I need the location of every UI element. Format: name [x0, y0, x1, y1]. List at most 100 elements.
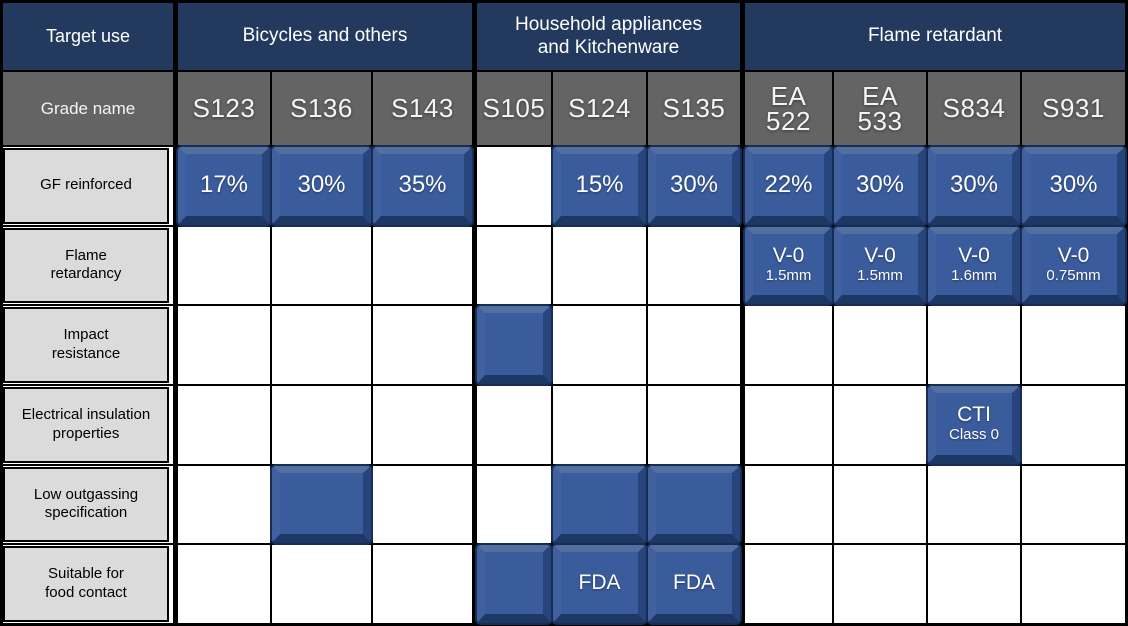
badge-text: V-0 [864, 243, 896, 267]
cell-fc-s135: FDA [648, 545, 740, 623]
value-badge: 15% [553, 147, 646, 225]
cell-ei-s834: CTI Class 0 [928, 385, 1020, 464]
cell-lo-s124 [553, 465, 646, 544]
badge-text: 30% [297, 171, 346, 199]
value-badge: 30% [928, 147, 1020, 225]
cell-fc-ea533-empty [834, 545, 926, 623]
badge-text: 15% [575, 171, 624, 199]
row-label-text: Flame retardancy [3, 227, 169, 304]
badge-subtext: 1.5mm [857, 266, 903, 284]
cell-gf-s931: 30% [1022, 147, 1125, 225]
cell-fr-s135-empty [648, 226, 740, 305]
cell-lo-s834-empty [928, 465, 1020, 544]
cell-ir-s931-empty [1022, 306, 1125, 384]
cell-fc-s124: FDA [553, 545, 646, 623]
grade-col-s135: S135 [648, 72, 740, 145]
cell-gf-s123: 17% [175, 147, 270, 225]
cell-ir-s135-empty [648, 306, 740, 384]
group-header-bicycles: Bicycles and others [175, 3, 472, 70]
cell-fc-s931-empty [1022, 545, 1125, 623]
value-badge [553, 465, 646, 544]
value-badge: 35% [373, 147, 472, 225]
cell-ei-s931-empty [1022, 385, 1125, 464]
value-badge: FDA [553, 545, 646, 623]
grade-col-s834: S834 [928, 72, 1020, 145]
group-header-household: Household appliances and Kitchenware [474, 3, 740, 70]
cell-fc-s136-empty [272, 545, 371, 623]
cell-ir-s123-empty [175, 306, 270, 384]
cell-fr-s123-empty [175, 226, 270, 305]
value-badge: FDA [648, 545, 740, 623]
cell-gf-s136: 30% [272, 147, 371, 225]
grade-col-ea533: EA 533 [834, 72, 926, 145]
cell-ei-s105-empty [474, 385, 551, 464]
badge-text: FDA [578, 571, 621, 595]
cell-ir-s143-empty [373, 306, 472, 384]
badge-text: 35% [398, 171, 447, 199]
cell-fr-s143-empty [373, 226, 472, 305]
row-label-text: GF reinforced [3, 148, 169, 224]
value-badge: 30% [834, 147, 926, 225]
value-badge: 22% [745, 147, 832, 225]
cell-fr-s105-empty [474, 226, 551, 305]
value-badge: V-0 1.5mm [745, 226, 832, 305]
badge-text: 30% [669, 171, 719, 199]
cell-fc-s834-empty [928, 545, 1020, 623]
cell-gf-ea522: 22% [742, 147, 832, 225]
cell-lo-s135 [648, 465, 740, 544]
grade-col-s931: S931 [1022, 72, 1125, 145]
value-badge [648, 465, 740, 544]
cell-lo-ea522-empty [742, 465, 832, 544]
cell-fr-ea522: V-0 1.5mm [742, 226, 832, 305]
cell-gf-s135: 30% [648, 147, 740, 225]
row-label-low-outgassing: Low outgassing specification [3, 465, 173, 544]
cell-gf-ea533: 30% [834, 147, 926, 225]
cell-fc-ea522-empty [742, 545, 832, 623]
row-label-flame-retardancy: Flame retardancy [3, 226, 173, 305]
cell-ei-ea522-empty [742, 385, 832, 464]
cell-lo-s143-empty [373, 465, 472, 544]
value-badge [477, 545, 551, 623]
cell-fc-s143-empty [373, 545, 472, 623]
grade-col-s136: S136 [272, 72, 371, 145]
grade-name-header: Grade name [3, 72, 173, 145]
cell-ei-s143-empty [373, 385, 472, 464]
badge-text: FDA [673, 571, 715, 595]
badge-text: 30% [1049, 171, 1098, 199]
cell-ei-s135-empty [648, 385, 740, 464]
cell-gf-s105-empty [474, 147, 551, 225]
badge-subtext: Class 0 [948, 426, 1000, 444]
badge-subtext: 0.75mm [1046, 266, 1101, 284]
cell-fr-s834: V-0 1.6mm [928, 226, 1020, 305]
value-badge: 30% [272, 147, 371, 225]
cell-ir-s136-empty [272, 306, 371, 384]
row-label-gf-reinforced: GF reinforced [3, 147, 173, 225]
grade-col-s123: S123 [175, 72, 270, 145]
value-badge: CTI Class 0 [928, 385, 1020, 464]
value-badge: V-0 1.6mm [928, 226, 1020, 305]
value-badge: V-0 1.5mm [834, 226, 926, 305]
row-label-text: Suitable for food contact [3, 546, 169, 622]
cell-lo-ea533-empty [834, 465, 926, 544]
cell-lo-s931-empty [1022, 465, 1125, 544]
grade-col-s124: S124 [553, 72, 646, 145]
grade-col-s105: S105 [474, 72, 551, 145]
badge-text: 30% [855, 171, 905, 199]
value-badge [272, 465, 371, 544]
value-badge: V-0 0.75mm [1022, 226, 1125, 305]
cell-fr-s124-empty [553, 226, 646, 305]
cell-fc-s105 [474, 545, 551, 623]
value-badge: 30% [648, 147, 740, 225]
target-use-header: Target use [3, 3, 173, 70]
cell-gf-s834: 30% [928, 147, 1020, 225]
cell-ir-s124-empty [553, 306, 646, 384]
badge-text: V-0 [1057, 243, 1090, 267]
cell-fr-s136-empty [272, 226, 371, 305]
row-label-food-contact: Suitable for food contact [3, 545, 173, 623]
cell-ei-ea533-empty [834, 385, 926, 464]
cell-ir-s105 [474, 306, 551, 384]
badge-text: V-0 [772, 243, 805, 267]
cell-fc-s123-empty [175, 545, 270, 623]
badge-text: 22% [764, 171, 813, 199]
